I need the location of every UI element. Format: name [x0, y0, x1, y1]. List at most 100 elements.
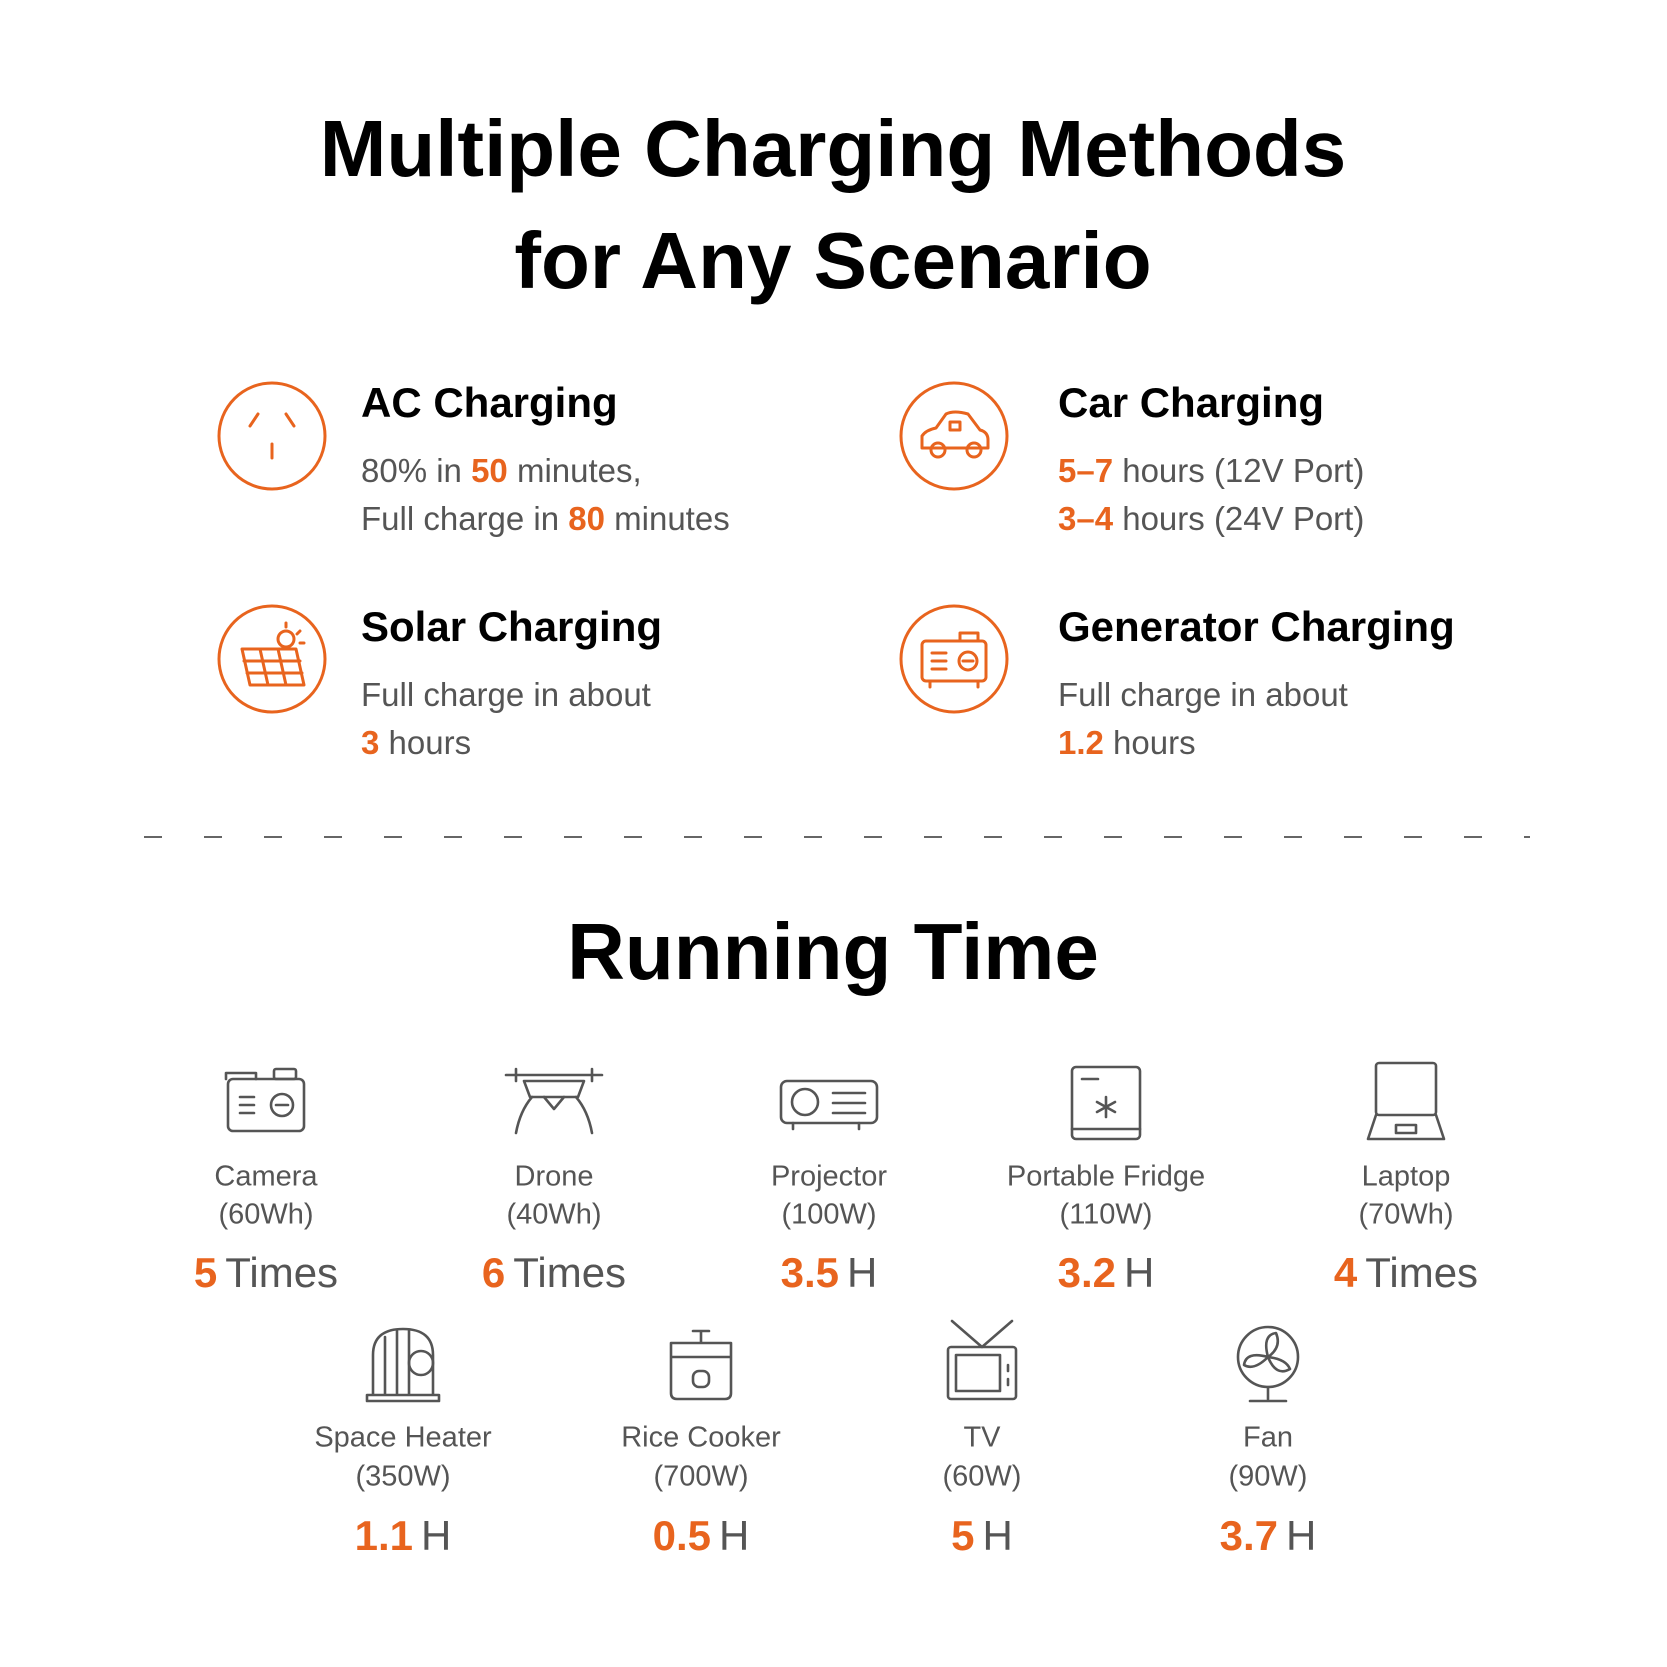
icon-part — [899, 381, 1009, 491]
icon — [899, 604, 1009, 714]
method-detail: 5–7 hours (12V Port) — [1058, 452, 1364, 489]
detail-text: hours — [379, 724, 471, 761]
icon — [365, 1327, 441, 1403]
highlight: 3 — [361, 724, 379, 761]
detail-text: Full charge in about — [361, 676, 651, 713]
value: 5 — [194, 1249, 217, 1296]
running-value: 4 Times — [1334, 1249, 1478, 1296]
device-name: Laptop — [1362, 1161, 1451, 1193]
icon-part — [226, 1077, 306, 1133]
unit: Times — [1365, 1249, 1478, 1296]
highlight: 1.2 — [1058, 724, 1104, 761]
unit: H — [1286, 1512, 1316, 1559]
value: 4 — [1334, 1249, 1358, 1296]
running-value: 6 Times — [482, 1249, 626, 1296]
value: 6 — [482, 1249, 505, 1296]
icon-part — [272, 1067, 298, 1081]
running-value: 3.7 H — [1220, 1512, 1317, 1559]
method-detail: 1.2 hours — [1058, 724, 1196, 761]
method-detail: Full charge in 80 minutes — [361, 500, 730, 537]
icon-part — [1070, 1077, 1142, 1131]
value: 3.2 — [1058, 1249, 1116, 1296]
running-value: 1.1 H — [355, 1512, 452, 1559]
icon-part — [284, 412, 296, 428]
detail-text: hours (24V Port) — [1113, 500, 1364, 537]
icon — [899, 381, 1009, 491]
device-name: Space Heater — [314, 1422, 492, 1454]
detail-text: hours (12V Port) — [1113, 452, 1364, 489]
icon-part — [779, 1079, 879, 1125]
device-spec: (350W) — [355, 1461, 450, 1493]
unit: Times — [225, 1249, 338, 1296]
device-spec: (60W) — [943, 1461, 1022, 1493]
icon — [217, 381, 327, 491]
icon-part — [790, 1087, 820, 1117]
device-name: Camera — [214, 1161, 318, 1193]
icon-part — [1070, 1065, 1142, 1141]
device-name: Rice Cooker — [621, 1422, 781, 1454]
icon-part — [248, 412, 260, 428]
icon-part — [920, 639, 988, 683]
icon-part — [669, 1329, 733, 1401]
icon-part — [957, 650, 979, 672]
method-detail: 80% in 50 minutes, — [361, 452, 642, 489]
icon-part — [928, 659, 980, 689]
value: 3.5 — [781, 1249, 839, 1296]
unit: H — [421, 1512, 451, 1559]
icon-part — [958, 631, 980, 643]
icon-part — [954, 1353, 1002, 1393]
icon-part — [407, 1349, 435, 1377]
icon-part — [791, 1091, 867, 1131]
value: 0.5 — [653, 1512, 711, 1559]
icon — [1366, 1061, 1446, 1141]
icon-part — [504, 1067, 604, 1099]
unit: H — [983, 1512, 1013, 1559]
icon-part — [948, 420, 962, 432]
highlight: 3–4 — [1058, 500, 1114, 537]
unit: H — [1124, 1249, 1154, 1296]
device-spec: (60Wh) — [218, 1199, 313, 1231]
method-title: AC Charging — [361, 379, 618, 426]
icon — [669, 1329, 733, 1401]
icon — [217, 604, 327, 714]
running-value: 3.5 H — [781, 1249, 878, 1296]
highlight: 50 — [471, 452, 508, 489]
method-detail: Full charge in about — [1058, 676, 1348, 713]
value: 5 — [951, 1512, 974, 1559]
title: Multiple Charging Methods — [320, 104, 1347, 193]
icon-part — [1242, 1331, 1292, 1403]
icon-part — [365, 1327, 441, 1403]
icon-part — [899, 604, 1009, 714]
method-detail: 3 hours — [361, 724, 471, 761]
icon-part — [217, 604, 327, 714]
device-name: Fan — [1243, 1422, 1293, 1454]
detail-text: minutes, — [508, 452, 642, 489]
icon-part — [920, 410, 990, 450]
running-value: 0.5 H — [653, 1512, 750, 1559]
icon-part — [276, 629, 296, 649]
detail-text: minutes — [605, 500, 730, 537]
device-spec: (70Wh) — [1358, 1199, 1453, 1231]
detail-text: hours — [1104, 724, 1196, 761]
device-name: Portable Fridge — [1007, 1161, 1205, 1193]
icon-part — [217, 381, 327, 491]
unit: H — [847, 1249, 877, 1296]
method-detail: 3–4 hours (24V Port) — [1058, 500, 1364, 537]
method-detail: Full charge in about — [361, 676, 651, 713]
device-spec: (100W) — [781, 1199, 876, 1231]
icon-part — [514, 1095, 594, 1135]
section-title: Running Time — [567, 907, 1099, 996]
running-value: 3.2 H — [1058, 1249, 1155, 1296]
icon — [779, 1079, 879, 1131]
icon — [1070, 1065, 1142, 1141]
running-value: 5 Times — [194, 1249, 338, 1296]
device-name: Drone — [515, 1161, 594, 1193]
highlight: 80 — [568, 500, 605, 537]
detail-text: Full charge in — [361, 500, 568, 537]
unit: Times — [513, 1249, 626, 1296]
icon-part — [965, 441, 983, 459]
icon-part — [950, 1319, 1014, 1387]
detail-text: Full charge in about — [1058, 676, 1348, 713]
